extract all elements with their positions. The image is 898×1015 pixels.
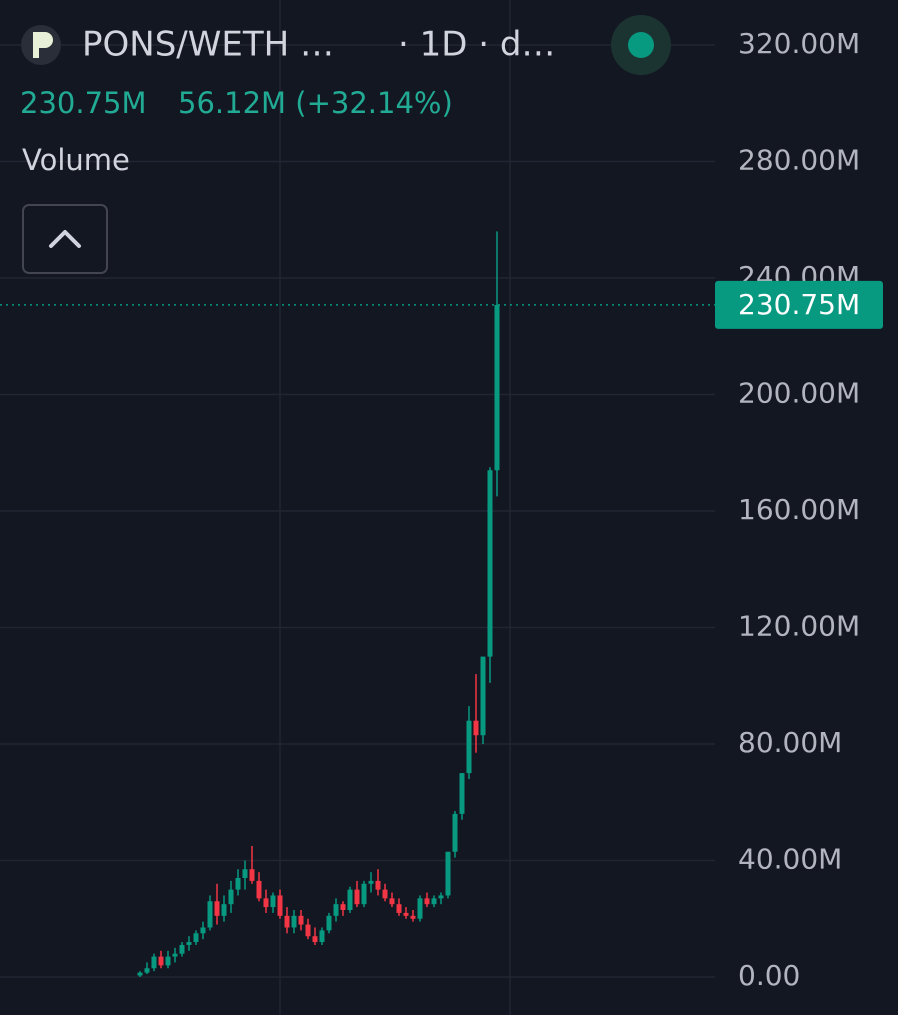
candle-body bbox=[200, 927, 206, 934]
candle-body bbox=[158, 956, 164, 966]
candle-body bbox=[410, 915, 416, 919]
candle-body bbox=[417, 898, 423, 919]
candle-body bbox=[319, 930, 325, 943]
candle-body bbox=[270, 895, 276, 908]
change: 56.12M (+32.14%) bbox=[178, 86, 453, 120]
interval: · 1D · d… bbox=[398, 25, 555, 65]
candle-body bbox=[347, 889, 353, 911]
candle-body bbox=[389, 898, 395, 905]
logo-glyph bbox=[33, 32, 53, 58]
candle-body bbox=[263, 898, 269, 908]
y-tick-label: 200.00M bbox=[738, 376, 860, 409]
candle-body bbox=[438, 895, 444, 899]
candle-body bbox=[207, 901, 213, 928]
candle-body bbox=[235, 877, 241, 890]
candle-body bbox=[151, 956, 157, 969]
symbol: PONS/WETH … bbox=[82, 25, 334, 65]
candle-body bbox=[186, 942, 192, 945]
candle-body bbox=[445, 851, 451, 896]
candle-body bbox=[137, 972, 143, 976]
candle-body bbox=[487, 470, 493, 657]
y-tick-label: 280.00M bbox=[738, 143, 860, 176]
candle-body bbox=[340, 904, 346, 911]
candle-body bbox=[144, 968, 150, 973]
candle-body bbox=[375, 880, 381, 890]
y-axis: 0.0040.00M80.00M120.00M160.00M200.00M240… bbox=[738, 27, 860, 992]
y-tick-label: 0.00 bbox=[738, 959, 800, 992]
indicator: Volume bbox=[22, 143, 130, 177]
candle-body bbox=[305, 924, 311, 937]
candle-body bbox=[354, 889, 360, 905]
collapse-button[interactable] bbox=[22, 204, 108, 274]
candle-body bbox=[480, 656, 486, 736]
status-dot bbox=[628, 32, 654, 58]
candle-body bbox=[403, 912, 409, 916]
candle-body bbox=[326, 915, 332, 931]
chevron bbox=[49, 230, 81, 248]
candle-body bbox=[256, 880, 262, 899]
candle-body bbox=[284, 915, 290, 928]
candle-body bbox=[431, 898, 437, 905]
candle-body bbox=[333, 904, 339, 916]
candle-body bbox=[193, 933, 199, 943]
candle-body bbox=[277, 895, 283, 916]
candle-body bbox=[424, 898, 430, 905]
price-badge-label: 230.75M bbox=[738, 288, 860, 321]
price-badge bbox=[715, 280, 883, 329]
candle-body bbox=[459, 773, 465, 814]
candle-body bbox=[214, 901, 220, 916]
candle-body bbox=[179, 944, 185, 954]
candle-body bbox=[221, 904, 227, 916]
candle-body bbox=[242, 869, 248, 878]
candle-body bbox=[368, 880, 374, 884]
candle-body bbox=[473, 720, 479, 736]
candle-body bbox=[494, 304, 500, 471]
candle-body bbox=[298, 915, 304, 925]
candle-body bbox=[312, 936, 318, 943]
y-tick-label: 120.00M bbox=[738, 609, 860, 642]
candle-body bbox=[228, 889, 234, 905]
y-tick-label: 160.00M bbox=[738, 493, 860, 526]
last-price: 230.75M bbox=[0, 280, 883, 329]
candle-body bbox=[382, 889, 388, 899]
candles bbox=[137, 231, 500, 977]
candle-body bbox=[172, 953, 178, 957]
y-tick-label: 80.00M bbox=[738, 726, 842, 759]
y-tick-label: 320.00M bbox=[738, 27, 860, 60]
candle-body bbox=[452, 813, 458, 852]
candle-body bbox=[466, 720, 472, 774]
y-tick-label: 40.00M bbox=[738, 842, 842, 875]
price: 230.75M bbox=[20, 86, 147, 120]
candle-body bbox=[396, 904, 402, 913]
candle-body bbox=[165, 956, 171, 966]
candle-body bbox=[291, 915, 297, 928]
candle-body bbox=[249, 869, 255, 881]
candle-body bbox=[361, 883, 367, 905]
grid bbox=[0, 44, 715, 978]
